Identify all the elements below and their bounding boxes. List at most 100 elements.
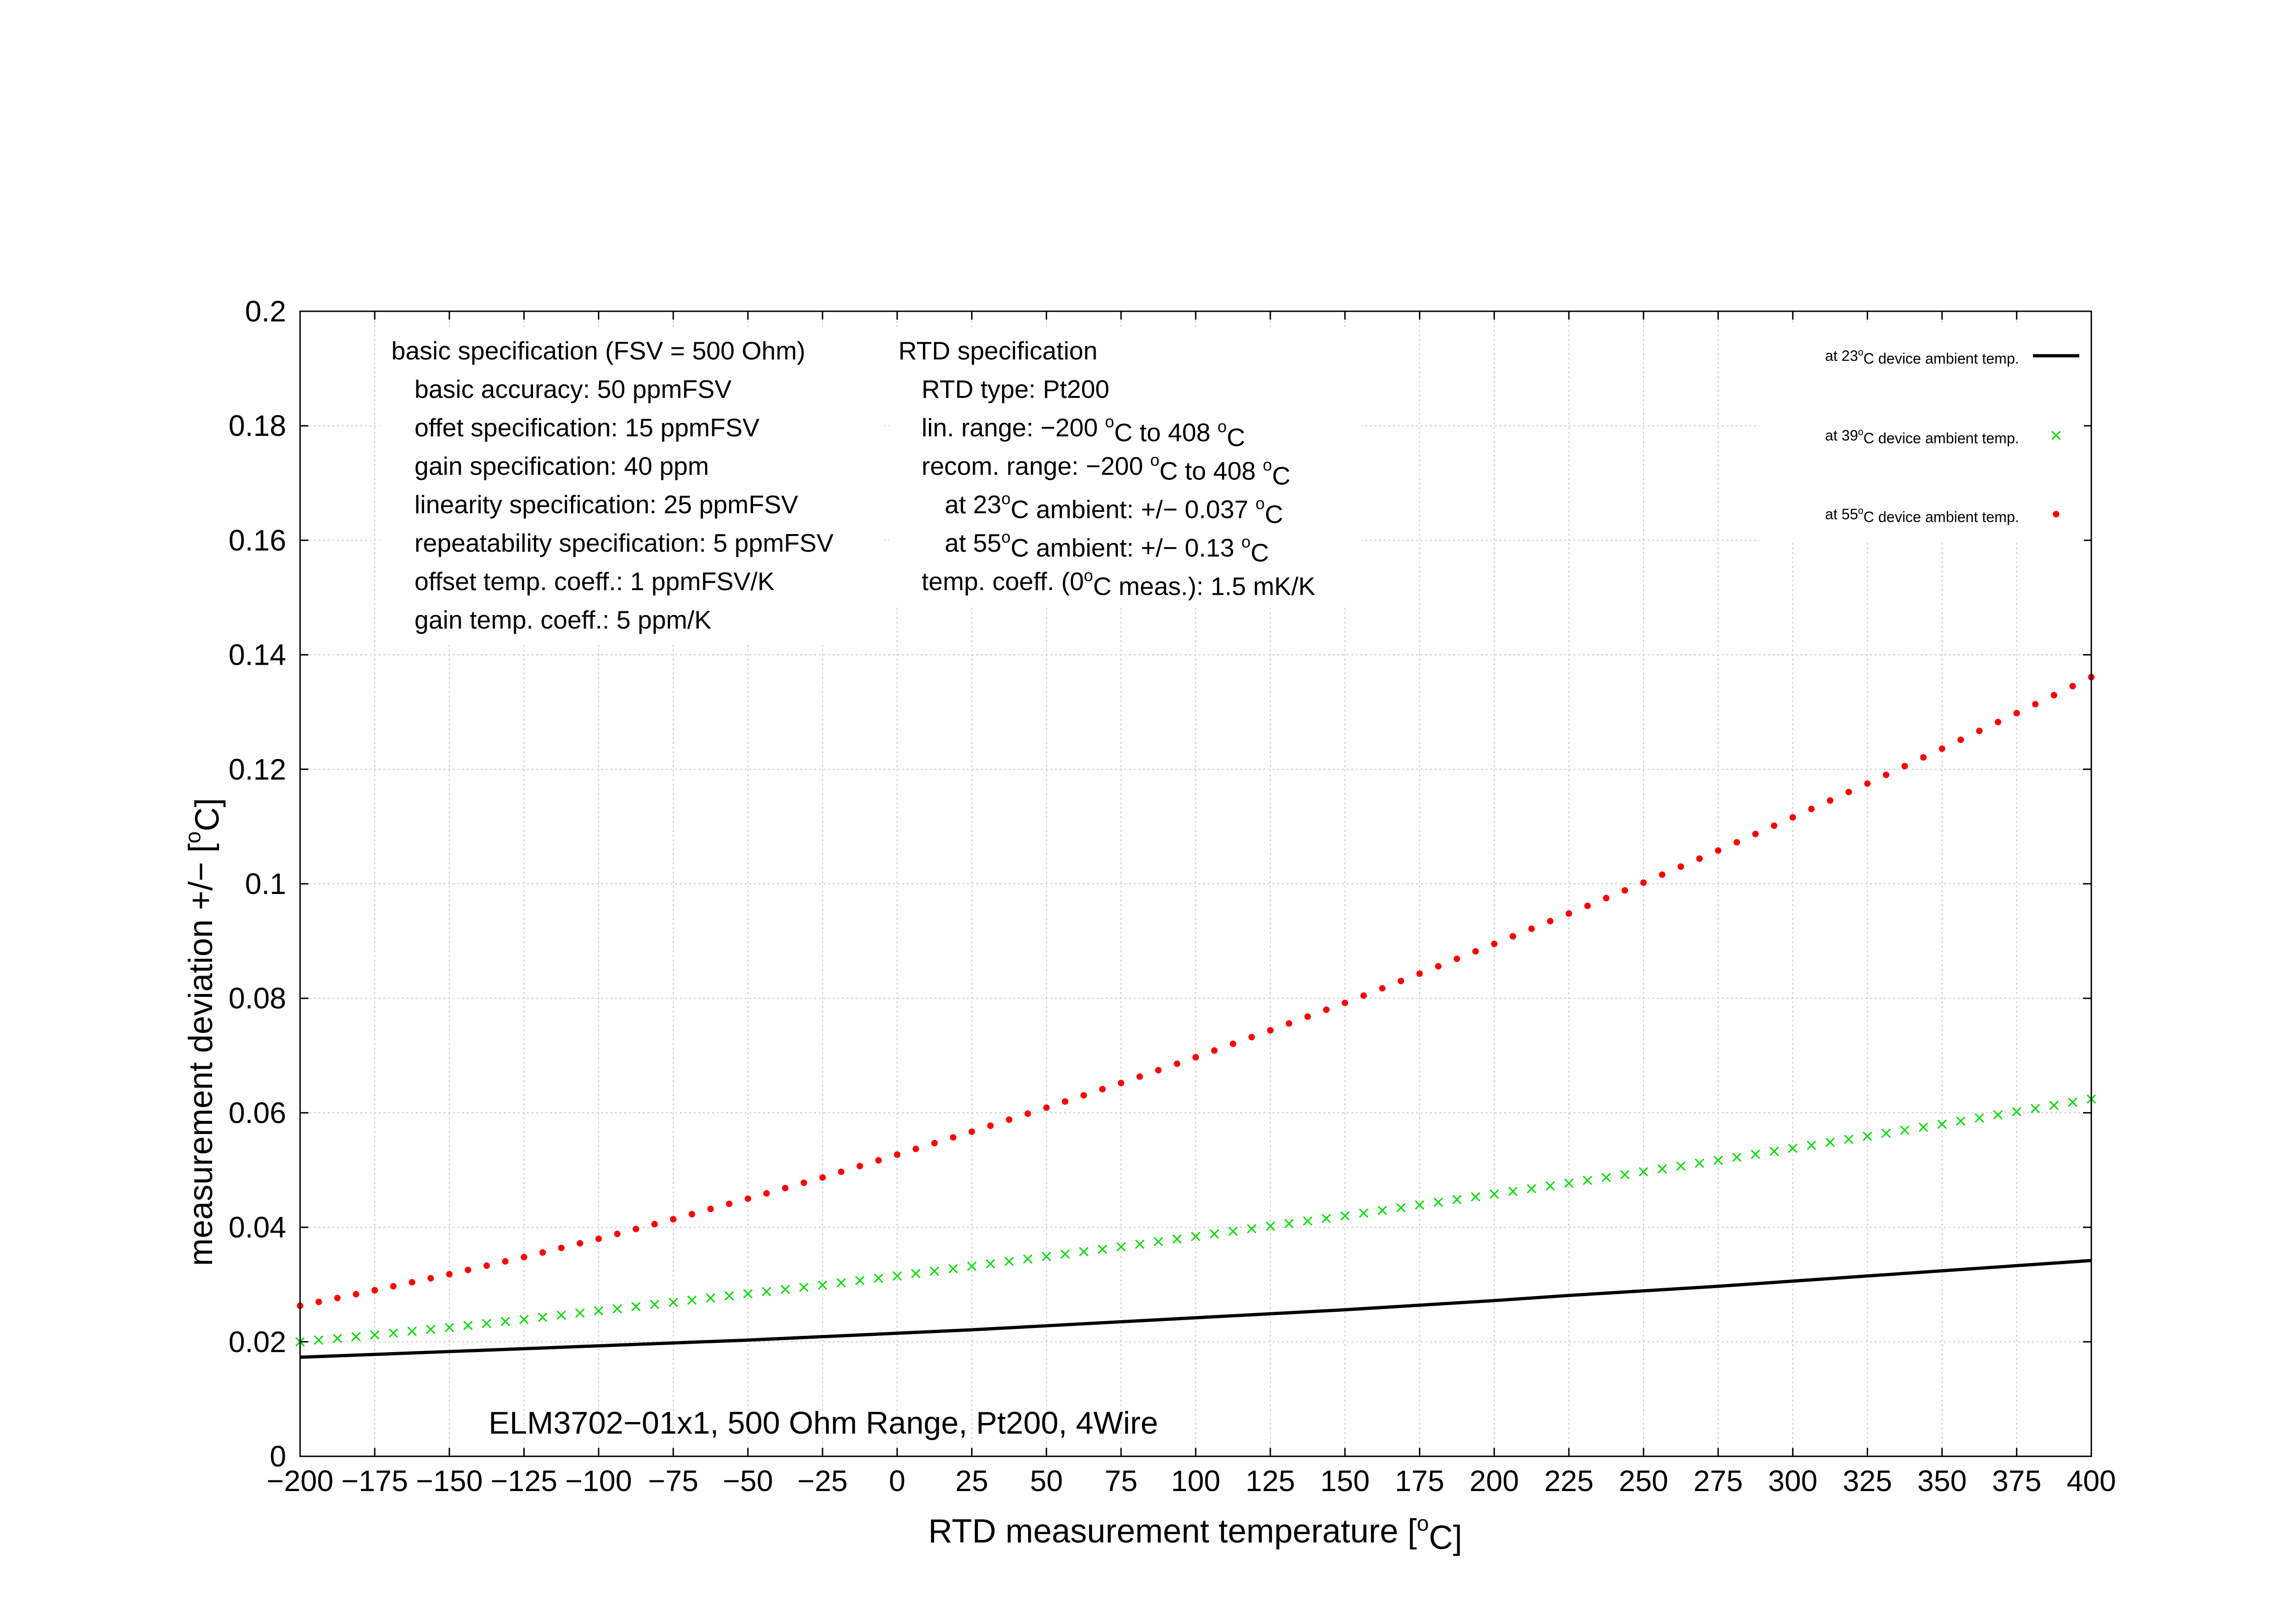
- data-point: [687, 1295, 697, 1305]
- series-dot: [297, 674, 2095, 1309]
- data-point: [1041, 1252, 1051, 1261]
- x-tick-label: −200: [267, 1464, 333, 1498]
- x-tick-label: −150: [416, 1464, 483, 1498]
- data-point: [1715, 847, 1722, 854]
- data-point: [1789, 814, 1796, 821]
- data-point: [1993, 1110, 2003, 1120]
- x-tick-label: −50: [723, 1464, 773, 1498]
- data-point: [1416, 970, 1423, 977]
- data-point: [1564, 1178, 1574, 1188]
- data-point: [1750, 1149, 1760, 1159]
- data-point: [1155, 1067, 1162, 1074]
- data-point: [707, 1206, 714, 1213]
- data-point: [1863, 1132, 1872, 1141]
- data-point: [1433, 1197, 1443, 1207]
- data-point: [668, 1297, 678, 1307]
- data-point: [1471, 1192, 1480, 1202]
- y-tick-label: 0.06: [228, 1096, 286, 1129]
- data-point: [689, 1211, 696, 1218]
- y-tick-label: 0.08: [228, 982, 286, 1015]
- data-point: [1788, 1143, 1798, 1153]
- rtd-line: recom. range: −200 o​C to 408 o​C: [922, 451, 1290, 490]
- data-point: [557, 1310, 566, 1320]
- x-tick-label: −75: [648, 1464, 699, 1498]
- data-point: [427, 1275, 434, 1282]
- data-point: [1061, 1098, 1068, 1105]
- series-line: [300, 1259, 2092, 1359]
- data-point: [463, 1321, 473, 1330]
- data-point: [1864, 780, 1871, 787]
- data-point: [1472, 948, 1479, 955]
- y-tick-label: 0.1: [245, 867, 286, 900]
- data-point: [2049, 1101, 2059, 1110]
- data-point: [1621, 887, 1628, 894]
- data-point: [950, 1134, 957, 1141]
- data-point: [1006, 1116, 1013, 1123]
- spec-line: offet specification: 15 ppmFSV: [414, 413, 759, 442]
- data-point: [1079, 1247, 1089, 1257]
- x-tick-label: 50: [1030, 1464, 1063, 1498]
- x-tick-label: 125: [1246, 1464, 1295, 1498]
- data-point: [800, 1179, 807, 1186]
- data-point: [558, 1245, 565, 1252]
- data-point: [1286, 1020, 1292, 1027]
- data-point: [968, 1128, 975, 1135]
- data-point: [389, 1328, 398, 1338]
- data-point: [1976, 727, 1983, 734]
- data-point: [873, 1273, 884, 1283]
- data-point: [1938, 745, 1945, 752]
- data-point: [1845, 788, 1852, 795]
- data-point: [1881, 1128, 1891, 1138]
- data-point: [1825, 1137, 1835, 1147]
- data-point: [1975, 1113, 1984, 1123]
- data-point: [1769, 1146, 1779, 1156]
- data-point: [1284, 1219, 1294, 1228]
- x-tick-label: 175: [1395, 1464, 1444, 1498]
- x-tick-label: 100: [1171, 1464, 1221, 1498]
- data-point: [1247, 1224, 1256, 1234]
- data-point: [1547, 918, 1554, 925]
- data-point: [539, 1249, 546, 1256]
- data-point: [314, 1335, 324, 1345]
- data-point: [911, 1269, 921, 1278]
- data-point: [2012, 1107, 2021, 1116]
- data-point: [631, 1302, 641, 1311]
- x-axis-title: RTD measurement temperature [o​C]: [928, 1511, 1462, 1556]
- x-tick-label: −25: [797, 1464, 848, 1498]
- rtd-line: RTD type: Pt200: [922, 375, 1110, 403]
- data-point: [1826, 797, 1833, 804]
- data-point: [1659, 871, 1666, 878]
- x-tick-label: 250: [1619, 1464, 1669, 1498]
- data-point: [1601, 1173, 1611, 1183]
- data-point: [1545, 1181, 1555, 1191]
- spec-line: basic accuracy: 50 ppmFSV: [414, 375, 732, 403]
- data-point: [1024, 1110, 1031, 1117]
- legend-dot-sample: [2053, 511, 2059, 517]
- data-point: [1995, 718, 2001, 725]
- data-point: [1396, 1203, 1406, 1213]
- data-point: [1043, 1104, 1050, 1111]
- data-point: [426, 1324, 436, 1334]
- data-point: [1713, 1155, 1723, 1165]
- y-tick-label: 0: [270, 1440, 286, 1473]
- data-point: [987, 1122, 994, 1129]
- rtd-annotation: RTD specification RTD type: Pt200 lin. ran…: [889, 329, 1361, 607]
- data-point: [2068, 1097, 2077, 1107]
- data-point: [502, 1258, 509, 1265]
- data-point: [1116, 1242, 1126, 1252]
- data-point: [894, 1151, 901, 1158]
- data-point: [948, 1264, 958, 1273]
- data-point: [334, 1295, 341, 1302]
- legend-cross-sample: [2051, 430, 2061, 441]
- data-point: [1508, 1186, 1518, 1196]
- rtd-line: RTD specification: [898, 336, 1098, 365]
- data-point: [1323, 1006, 1330, 1013]
- data-point: [1136, 1073, 1143, 1080]
- data-point: [633, 1226, 640, 1233]
- data-point: [651, 1221, 658, 1227]
- data-point: [1844, 1134, 1854, 1144]
- x-tick-label: 225: [1544, 1464, 1593, 1498]
- data-point: [1452, 1195, 1462, 1204]
- data-point: [612, 1304, 622, 1314]
